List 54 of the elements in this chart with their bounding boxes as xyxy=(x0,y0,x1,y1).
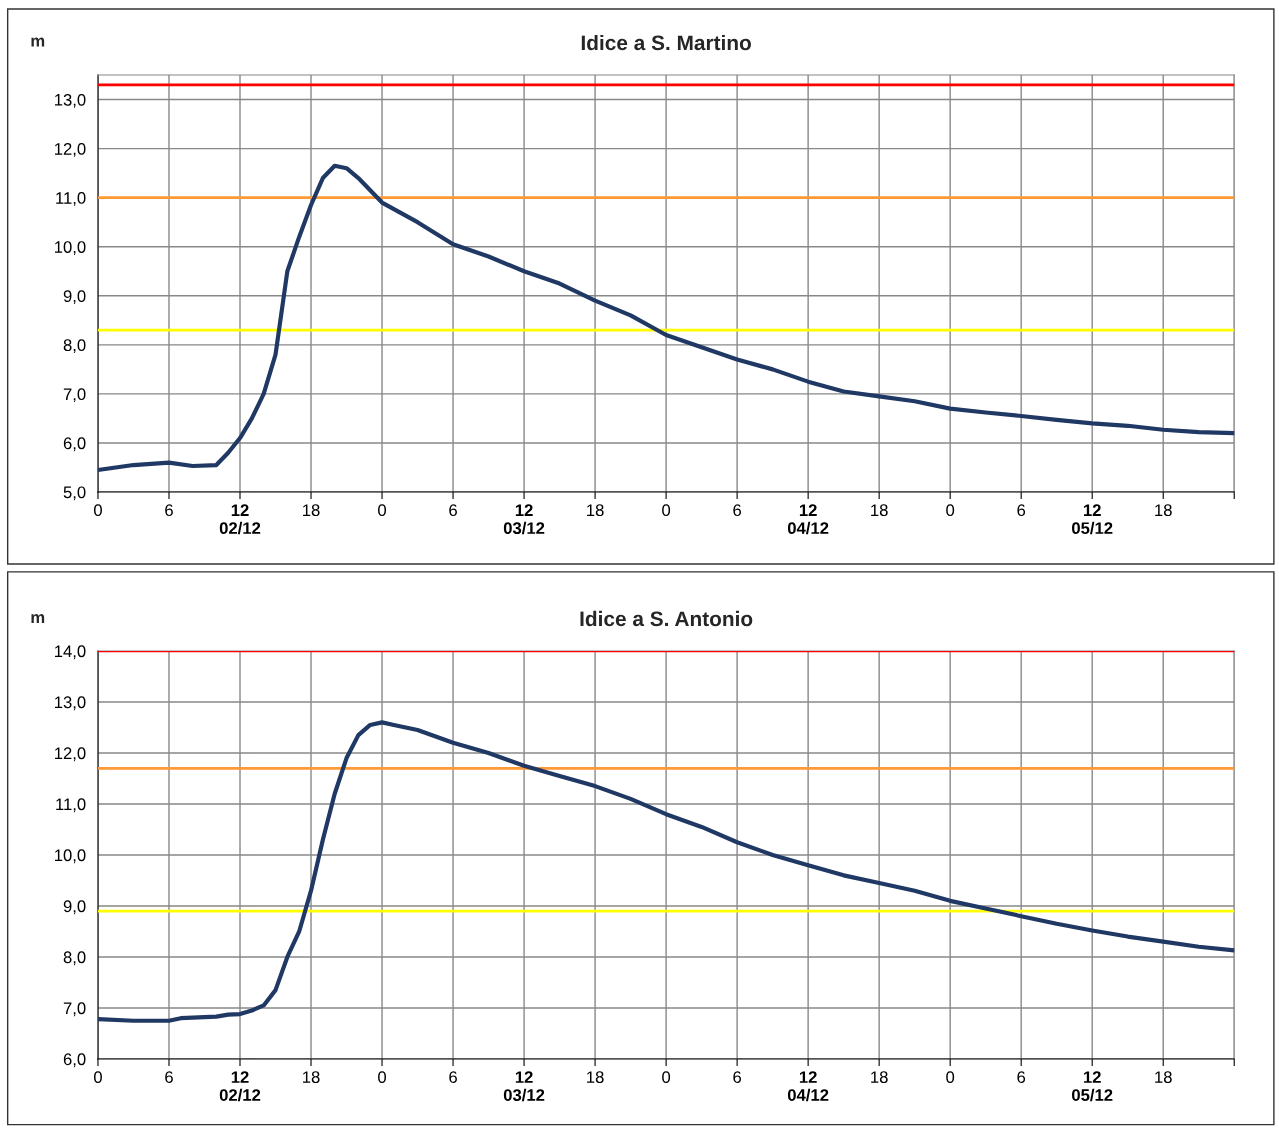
x-tick-label: 18 xyxy=(871,504,888,517)
x-tick-label: 0 xyxy=(946,1071,955,1084)
x-tick-label: 0 xyxy=(378,504,387,517)
y-tick-label: 14,0 xyxy=(55,645,86,660)
y-axis-title: m xyxy=(31,37,45,47)
x-tick-label: 0 xyxy=(662,504,671,517)
y-tick-label: 6,0 xyxy=(63,437,86,452)
x-tick-label: 6 xyxy=(1017,1071,1026,1084)
x-tick-label: 12 05/12 xyxy=(1072,504,1113,535)
x-tick-label: 6 xyxy=(733,504,742,517)
x-tick-label: 18 xyxy=(303,1071,320,1084)
x-tick-label: 12 02/12 xyxy=(219,1071,261,1102)
x-tick-label: 6 xyxy=(165,504,173,517)
x-tick-label: 18 xyxy=(1155,1071,1172,1084)
x-tick-label: 18 xyxy=(587,1071,604,1084)
x-tick-label: 0 xyxy=(662,1071,671,1084)
y-tick-label: 9,0 xyxy=(63,290,86,304)
y-tick-label: 8,0 xyxy=(63,339,86,354)
x-tick-label: 12 02/12 xyxy=(219,504,261,535)
y-tick-label: 6,0 xyxy=(63,1053,86,1068)
x-tick-label: 18 xyxy=(1155,504,1172,517)
x-tick-label: 6 xyxy=(449,1071,457,1084)
x-tick-label: 12 03/12 xyxy=(503,1071,545,1102)
y-tick-label: 12,0 xyxy=(55,747,86,762)
x-tick-label: 0 xyxy=(93,1071,102,1084)
y-axis-title: m xyxy=(31,614,45,624)
y-tick-label: 11,0 xyxy=(56,798,86,813)
chart-title: Idice a S. Martino xyxy=(581,34,751,51)
x-tick-label: 6 xyxy=(1017,504,1026,517)
x-tick-label: 0 xyxy=(378,1071,387,1084)
y-tick-label: 11,0 xyxy=(56,192,86,206)
x-tick-label: 12 03/12 xyxy=(503,504,545,535)
x-tick-label: 0 xyxy=(93,504,102,517)
x-tick-label: 18 xyxy=(871,1071,888,1084)
x-tick-label: 6 xyxy=(449,504,457,517)
y-tick-label: 7,0 xyxy=(63,1002,86,1017)
x-tick-label: 12 05/12 xyxy=(1072,1071,1113,1102)
y-tick-label: 10,0 xyxy=(55,849,86,864)
x-tick-label: 0 xyxy=(946,504,955,517)
x-tick-label: 18 xyxy=(303,504,320,517)
x-tick-label: 12 04/12 xyxy=(787,1071,829,1102)
y-tick-label: 5,0 xyxy=(63,486,86,501)
x-tick-label: 12 04/12 xyxy=(787,504,829,535)
x-tick-label: 6 xyxy=(165,1071,173,1084)
x-tick-label: 18 xyxy=(587,504,604,517)
y-tick-label: 10,0 xyxy=(55,241,86,255)
chart-title: Idice a S. Antonio xyxy=(580,610,753,627)
y-tick-label: 13,0 xyxy=(55,696,86,711)
x-tick-label: 6 xyxy=(733,1071,742,1084)
y-tick-label: 7,0 xyxy=(63,388,86,403)
y-tick-label: 8,0 xyxy=(63,951,86,966)
y-tick-label: 9,0 xyxy=(63,900,86,915)
y-tick-label: 13,0 xyxy=(55,93,86,108)
y-tick-label: 12,0 xyxy=(55,143,86,157)
